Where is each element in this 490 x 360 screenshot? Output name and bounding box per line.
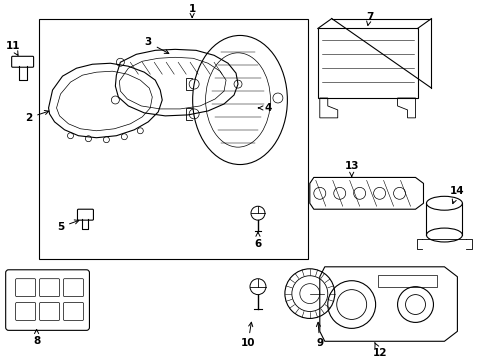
Text: 9: 9 [316,322,323,348]
Bar [378,275,438,287]
Bar [39,19,308,259]
Text: 8: 8 [33,329,40,346]
Text: 7: 7 [366,12,373,26]
Text: 1: 1 [189,4,196,18]
Bar [318,28,417,98]
Text: 6: 6 [254,232,262,249]
Text: 3: 3 [145,37,169,54]
Text: 4: 4 [259,103,271,113]
Text: 11: 11 [5,41,20,55]
Text: 13: 13 [344,161,359,176]
Text: 2: 2 [25,111,49,123]
Text: 5: 5 [57,220,79,232]
Text: 14: 14 [450,186,465,204]
Text: 10: 10 [241,322,255,348]
Text: 12: 12 [372,343,387,358]
